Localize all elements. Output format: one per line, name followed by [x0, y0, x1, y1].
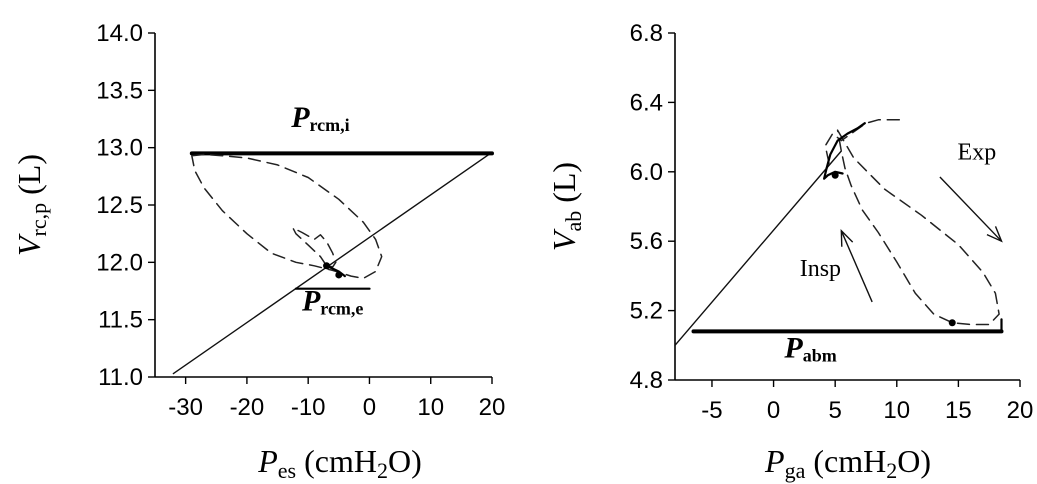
series-diagonal [172, 151, 493, 375]
exp-arrow [939, 176, 1003, 242]
insp-arrow-head [840, 229, 854, 247]
annotation-exp: Exp [958, 140, 997, 166]
x-tick-label: -20 [230, 394, 265, 421]
annotation-prcm-i: Prcm,i [290, 101, 349, 135]
y-tick-label: 6.8 [630, 20, 663, 47]
data-point [335, 271, 343, 279]
x-tick-label: 10 [883, 397, 910, 424]
insp-arrow [840, 230, 873, 303]
series-lower-curl [822, 167, 844, 180]
y-tick-label: 6.0 [630, 159, 663, 186]
y-axis-title: Vab (L) [546, 162, 586, 251]
y-tick-label: 12.0 [96, 249, 143, 276]
x-tick-label: 0 [363, 394, 376, 421]
y-axis-title: Vrc,p (L) [11, 154, 51, 256]
data-point [323, 262, 331, 270]
x-tick-label: 15 [945, 397, 972, 424]
exp-arrow-head [986, 226, 1003, 243]
x-tick-label: -30 [168, 394, 203, 421]
x-tick-label: -10 [291, 394, 326, 421]
y-tick-label: 14.0 [96, 20, 143, 47]
annotation-pabm: Pabm [783, 331, 836, 365]
data-point [948, 319, 956, 327]
x-tick-label: 0 [767, 397, 780, 424]
y-tick-label: 5.2 [630, 298, 663, 325]
y-tick-label: 12.5 [96, 192, 143, 219]
series-loop [836, 129, 1000, 326]
y-tick-label: 11.5 [98, 307, 143, 334]
left-chart-panel: 11.0 11.5 12.0 12.5 13.0 13.5 14.0 -30 -20 -10 0 10… [11, 20, 505, 483]
series-inner-loop [292, 227, 337, 268]
series-loop [191, 153, 383, 280]
x-tick-label: 10 [417, 394, 444, 421]
x-tick-label: 5 [828, 397, 841, 424]
x-tick-label: -5 [701, 397, 722, 424]
series-upper-solid [825, 122, 866, 170]
right-chart-panel: 4.8 5.2 5.6 6.0 6.4 6.8 -5 0 5 10 15 20 Pga (cmH2O) V… [546, 20, 1033, 483]
series-diagonal [674, 150, 842, 346]
y-tick-label: 5.6 [630, 228, 663, 255]
x-tick-label: 20 [479, 394, 506, 421]
x-tick-label: 20 [1007, 397, 1034, 424]
y-tick-label: 13.0 [96, 135, 143, 162]
y-tick-label: 6.4 [630, 89, 663, 116]
annotation-insp: Insp [800, 256, 841, 282]
x-axis-title: Pes (cmH2O) [257, 443, 422, 483]
data-point [831, 171, 839, 179]
y-tick-label: 4.8 [630, 367, 663, 394]
series-top-scribble [824, 119, 904, 164]
y-tick-label: 11.0 [98, 364, 143, 391]
annotation-prcm-e: Prcm,e [301, 284, 363, 318]
x-axis-title: Pga (cmH2O) [764, 443, 931, 483]
y-tick-label: 13.5 [96, 77, 143, 104]
